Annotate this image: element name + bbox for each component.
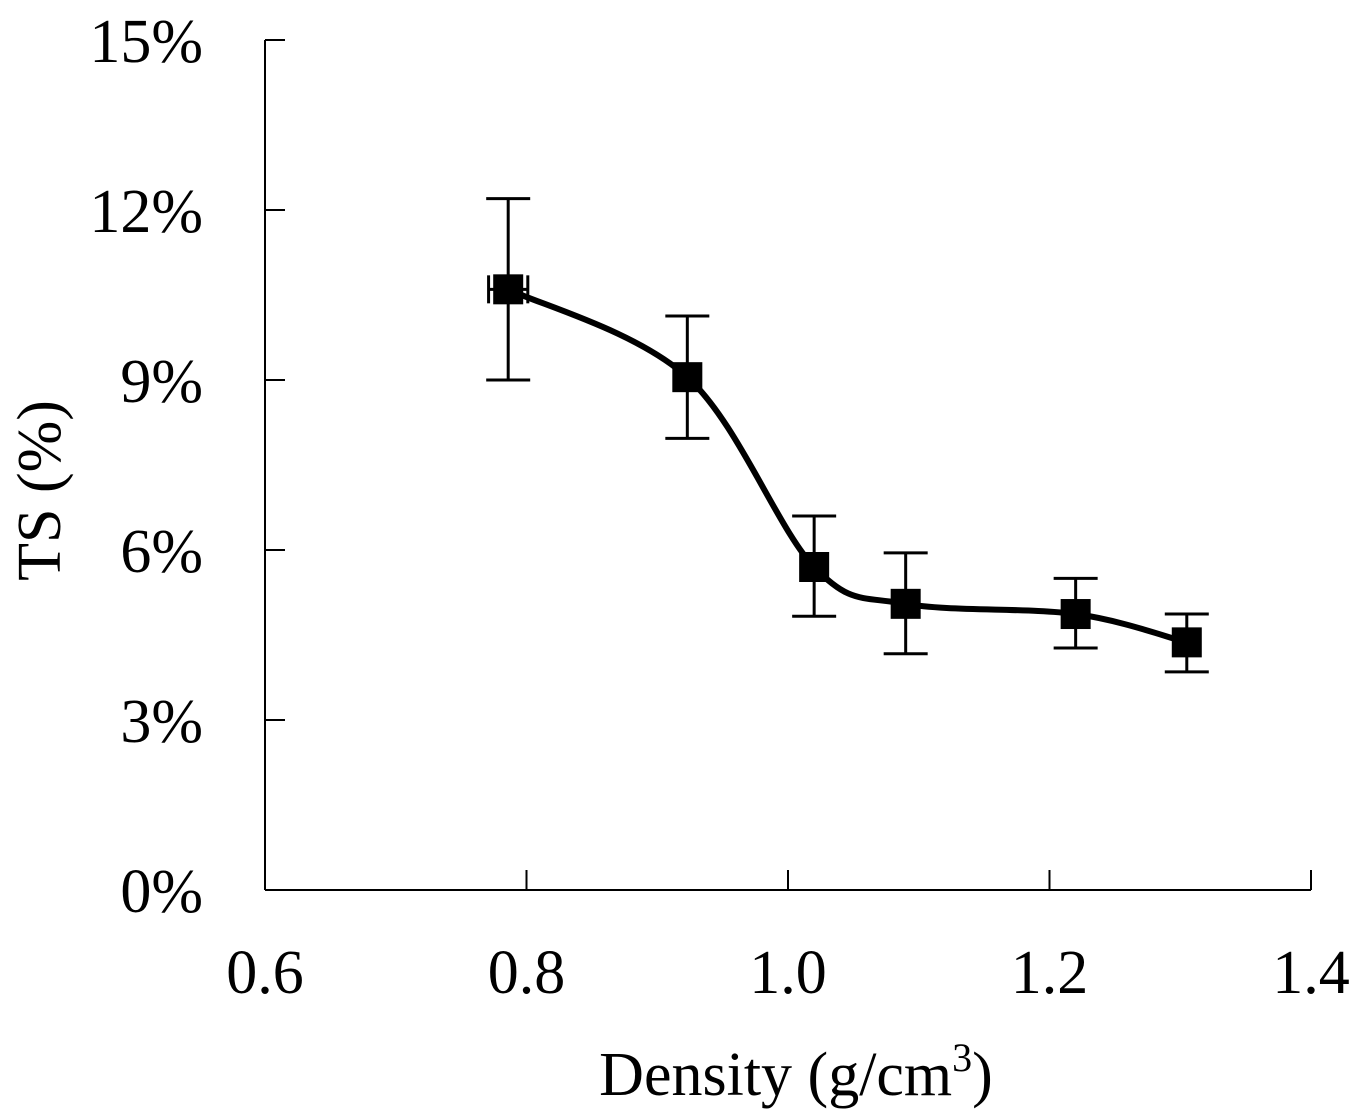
x-ticks: 0.6 0.8 1.0 1.2 1.4	[226, 870, 1350, 1007]
data-point-square	[1060, 599, 1091, 630]
series-layer	[486, 197, 1209, 674]
data-point-square	[672, 362, 703, 393]
data-point-square	[890, 588, 921, 619]
y-ticks: 0% 3% 6% 9% 12% 15%	[89, 8, 285, 926]
y-tick-label: 15%	[89, 8, 203, 76]
x-tick-label: 1.2	[1011, 939, 1089, 1007]
series-line	[506, 286, 1188, 646]
x-axis-title: Density (g/cm3)	[599, 1035, 993, 1109]
x-axis-title-main: Density (g/cm	[599, 1041, 952, 1109]
x-tick-label: 1.4	[1272, 939, 1350, 1007]
x-tick-label: 0.8	[488, 939, 566, 1007]
y-tick-label: 6%	[120, 518, 203, 586]
y-tick-label: 0%	[120, 858, 203, 926]
y-axis-title: TS (%)	[6, 400, 74, 581]
y-tick-label: 9%	[120, 348, 203, 416]
x-axis-title-suffix: )	[972, 1041, 993, 1109]
x-axis-title-superscript: 3	[952, 1035, 972, 1080]
y-tick-label: 3%	[120, 688, 203, 756]
x-tick-label: 1.0	[749, 939, 827, 1007]
data-point-square	[493, 274, 524, 305]
axes	[264, 40, 1311, 891]
data-point-square	[799, 552, 830, 582]
y-tick-label: 12%	[89, 178, 203, 246]
data-point-square	[1171, 627, 1202, 658]
x-tick-label: 0.6	[226, 939, 304, 1007]
